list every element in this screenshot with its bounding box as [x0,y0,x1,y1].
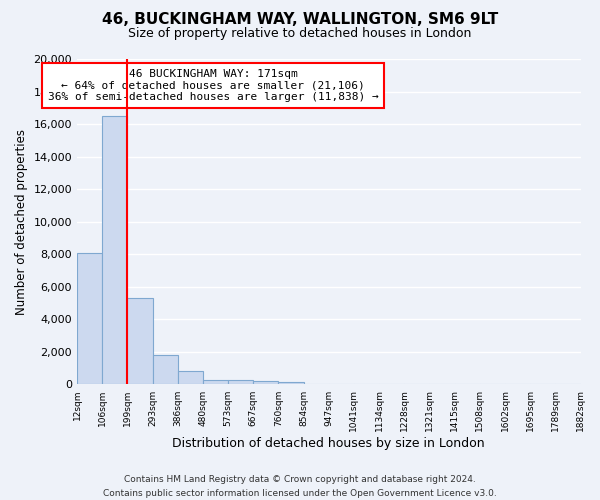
Bar [203,380,228,384]
X-axis label: Distribution of detached houses by size in London: Distribution of detached houses by size … [172,437,485,450]
Text: Contains HM Land Registry data © Crown copyright and database right 2024.
Contai: Contains HM Land Registry data © Crown c… [103,476,497,498]
Bar [102,116,127,384]
Text: Size of property relative to detached houses in London: Size of property relative to detached ho… [128,28,472,40]
Bar [152,355,178,384]
Bar [127,298,152,384]
Y-axis label: Number of detached properties: Number of detached properties [15,128,28,314]
Text: 46 BUCKINGHAM WAY: 171sqm
← 64% of detached houses are smaller (21,106)
36% of s: 46 BUCKINGHAM WAY: 171sqm ← 64% of detac… [47,69,379,102]
Bar [278,382,304,384]
Bar [178,372,203,384]
Bar [228,380,253,384]
Bar [77,252,102,384]
Bar [253,381,278,384]
Text: 46, BUCKINGHAM WAY, WALLINGTON, SM6 9LT: 46, BUCKINGHAM WAY, WALLINGTON, SM6 9LT [102,12,498,28]
